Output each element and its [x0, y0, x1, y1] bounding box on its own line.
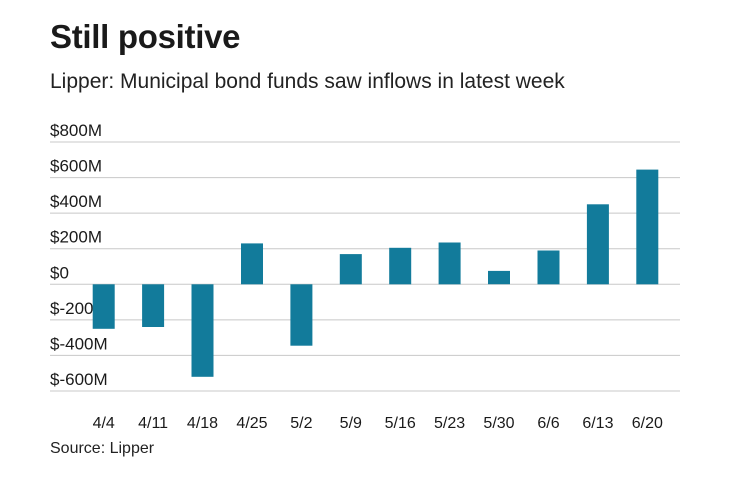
y-tick-label: $-600M [50, 370, 108, 389]
x-tick-label: 5/16 [385, 415, 416, 432]
x-tick-label: 5/9 [340, 415, 362, 432]
bar-5-30 [488, 270, 510, 285]
y-tick-label: $400M [50, 192, 102, 211]
x-tick-label: 5/23 [434, 415, 465, 432]
bar-4-4 [92, 284, 115, 329]
y-tick-label: $-400M [50, 334, 108, 353]
bar-5-9 [339, 254, 362, 285]
bar-4-25 [241, 243, 263, 285]
bars [92, 169, 659, 377]
x-tick-label: 4/25 [236, 415, 267, 432]
source-note: Source: Lipper [50, 440, 155, 457]
x-tick-label: 5/2 [290, 415, 312, 432]
bar-4-11 [142, 284, 165, 327]
gridlines [50, 141, 680, 392]
y-tick-label: $600M [50, 157, 102, 176]
x-tick-label: 6/6 [537, 415, 559, 432]
bar-5-2 [290, 284, 313, 346]
x-tick-label: 6/20 [632, 415, 663, 432]
bar-6-20 [636, 169, 659, 285]
y-tick-label: $200M [50, 228, 102, 247]
bar-6-13 [586, 204, 609, 285]
bar-5-16 [389, 247, 412, 285]
bar-5-23 [438, 242, 461, 285]
bar-4-18 [191, 284, 214, 377]
y-axis-tick-labels: $800M$600M$400M$200M$0$-200M$-400M$-600M [50, 121, 108, 389]
x-tick-label: 4/18 [187, 415, 218, 432]
x-tick-label: 6/13 [582, 415, 613, 432]
x-axis-tick-labels: 4/4 4/11 4/18 4/25 5/2 5/9 5/16 5/23 5/30 6/6 6/13… [93, 415, 663, 432]
y-tick-label: $0 [50, 263, 69, 282]
x-tick-label: 4/11 [138, 415, 168, 432]
bar-6-6 [537, 250, 560, 285]
x-tick-label: 5/30 [483, 415, 514, 432]
x-tick-label: 4/4 [93, 415, 115, 432]
y-tick-label: $800M [50, 121, 102, 140]
chart-title: Still positive [50, 18, 241, 55]
chart-subtitle: Lipper: Municipal bond funds saw inflows… [50, 70, 565, 93]
